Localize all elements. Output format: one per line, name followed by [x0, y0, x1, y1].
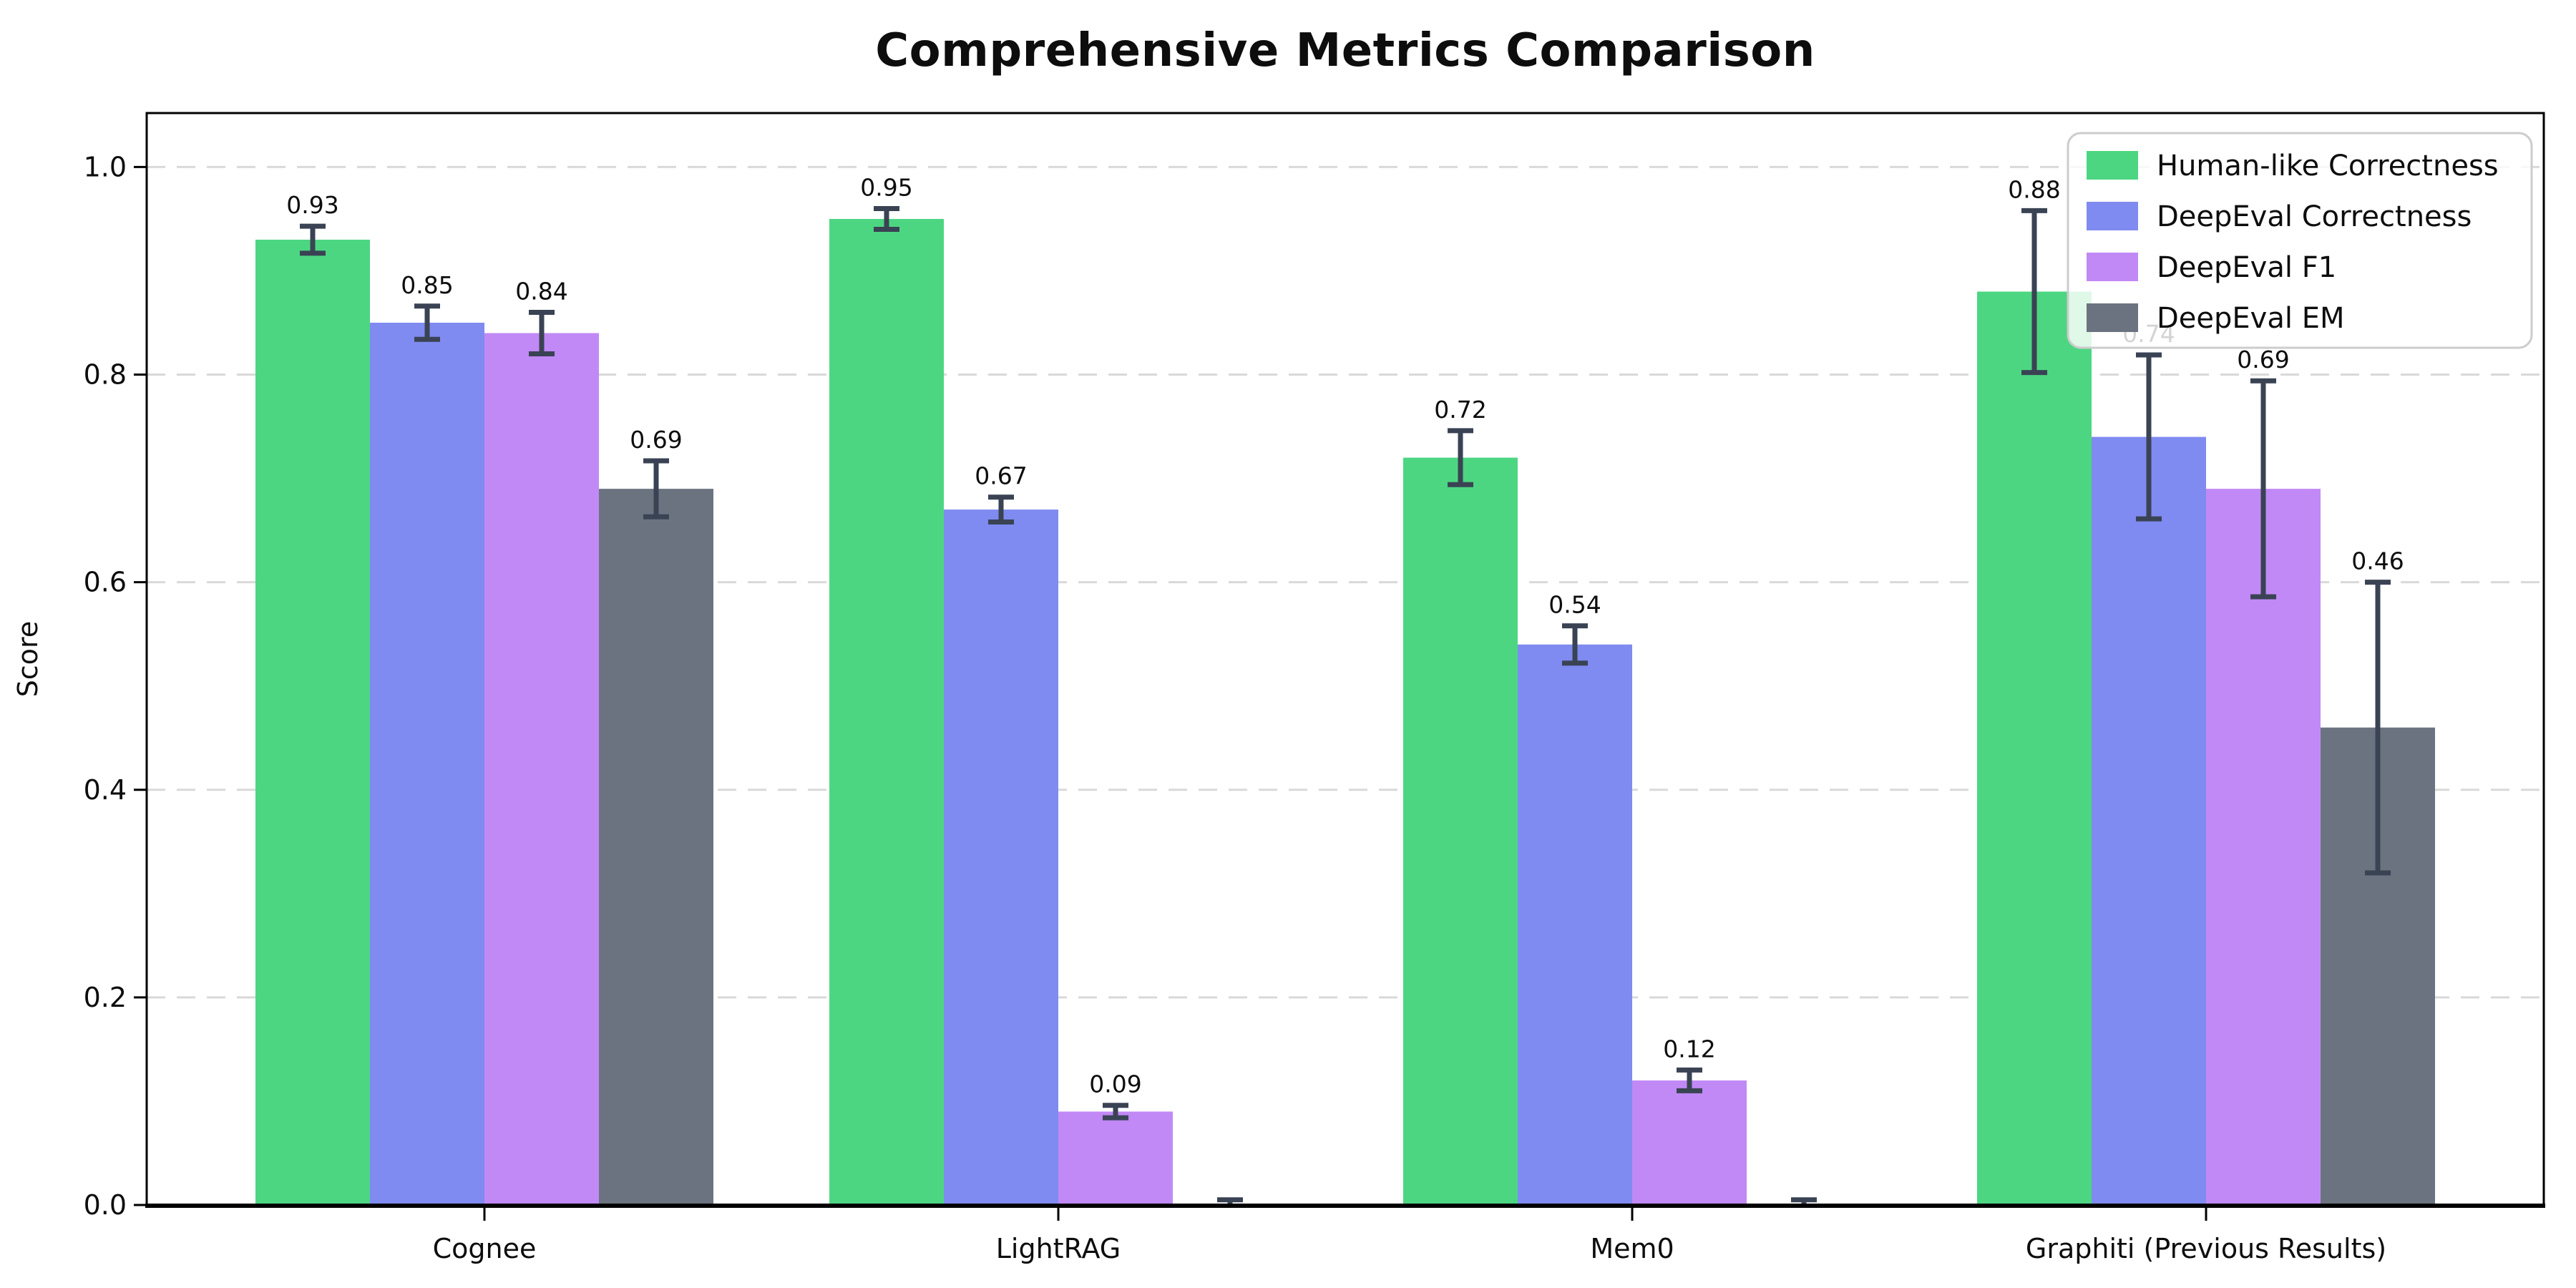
bar [1977, 291, 2092, 1206]
legend-entry-label: Human-like Correctness [2157, 150, 2499, 182]
bar [944, 509, 1058, 1205]
chart-title: Comprehensive Metrics Comparison [875, 24, 1815, 77]
bar [484, 333, 599, 1206]
bar [599, 489, 713, 1205]
bar-value-label: 0.93 [286, 191, 338, 219]
y-tick-label: 0.2 [84, 982, 127, 1013]
bar-value-label: 0.69 [2237, 346, 2289, 374]
bar-value-label: 0.09 [1089, 1070, 1141, 1098]
bar-value-label: 0.54 [1548, 591, 1601, 619]
legend-swatch-icon [2087, 202, 2138, 230]
bar [1403, 457, 1518, 1205]
bar-value-label: 0.46 [2351, 547, 2404, 575]
bar-value-label: 0.88 [2008, 175, 2060, 203]
bar-value-label: 0.85 [401, 271, 453, 299]
x-tick-label: Cognee [433, 1233, 537, 1264]
legend-swatch-icon [2087, 253, 2138, 281]
bar-value-label: 0.67 [975, 462, 1027, 490]
bar [2206, 489, 2321, 1205]
bar [370, 323, 484, 1206]
bar-value-label: 0.12 [1663, 1035, 1715, 1063]
legend-entry-label: DeepEval EM [2157, 302, 2344, 335]
bar [255, 239, 370, 1205]
y-tick-label: 0.4 [84, 774, 127, 806]
legend-entry-label: DeepEval F1 [2157, 251, 2336, 284]
legend-swatch-icon [2087, 303, 2138, 332]
legend-entry-label: DeepEval Correctness [2157, 200, 2472, 233]
bar-value-label: 0.95 [860, 173, 912, 201]
bar-value-label: 0.72 [1434, 396, 1486, 424]
y-tick-label: 0.6 [84, 567, 127, 598]
x-tick-label: Mem0 [1590, 1233, 1674, 1264]
bar [1518, 644, 1632, 1205]
bar-value-label: 0.69 [630, 426, 682, 454]
legend [2067, 132, 2533, 349]
y-tick-label: 0.0 [84, 1189, 127, 1221]
bar [829, 218, 944, 1206]
x-tick-label: Graphiti (Previous Results) [2026, 1233, 2386, 1264]
y-axis-label: Score [12, 621, 44, 697]
bar [1632, 1080, 1747, 1205]
bar-value-label: 0.84 [515, 278, 567, 306]
bar [1058, 1111, 1173, 1205]
y-tick-label: 0.8 [84, 359, 127, 391]
bar [2092, 436, 2206, 1206]
legend-swatch-icon [2087, 151, 2138, 180]
x-tick-label: LightRAG [996, 1233, 1121, 1264]
y-tick-label: 1.0 [84, 151, 127, 182]
